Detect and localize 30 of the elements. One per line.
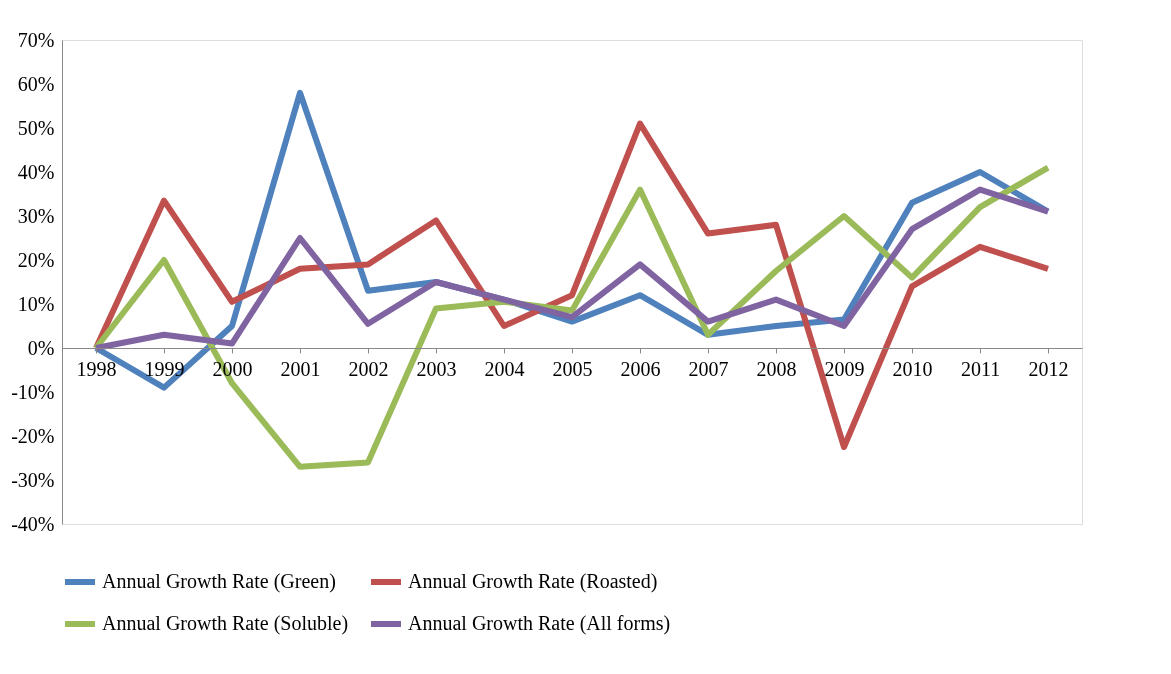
y-tick-label: 40% <box>17 160 55 183</box>
x-tick-label: 1998 <box>76 357 117 380</box>
legend-label: Annual Growth Rate (Soluble) <box>102 612 349 635</box>
x-tick-label: 1999 <box>144 357 185 380</box>
x-tick-label: 2005 <box>552 357 593 380</box>
x-tick-label: 2011 <box>960 357 1001 380</box>
y-tick-label: 0% <box>27 336 55 359</box>
y-tick-label: 30% <box>17 204 55 227</box>
y-tick-label: 60% <box>17 72 55 95</box>
y-tick-label: -30% <box>11 468 55 491</box>
x-tick-label: 2006 <box>620 357 661 380</box>
x-tick-label: 2008 <box>756 357 797 380</box>
x-tick-label: 2002 <box>348 357 389 380</box>
y-tick-label: 50% <box>17 116 55 139</box>
x-tick-label: 2001 <box>280 357 321 380</box>
x-tick-label: 2007 <box>688 357 729 380</box>
legend-label: Annual Growth Rate (All forms) <box>408 612 671 635</box>
x-tick-label: 2003 <box>416 357 457 380</box>
legend-label: Annual Growth Rate (Roasted) <box>408 570 658 593</box>
y-tick-label: 10% <box>17 292 55 315</box>
legend-label: Annual Growth Rate (Green) <box>102 570 336 593</box>
x-tick-label: 2012 <box>1028 357 1069 380</box>
y-tick-label: 20% <box>17 248 55 271</box>
x-tick-label: 2010 <box>892 357 933 380</box>
x-tick-label: 2009 <box>824 357 865 380</box>
y-tick-label: -10% <box>11 380 55 403</box>
y-tick-label: 70% <box>17 28 55 51</box>
y-tick-label: -20% <box>11 424 55 447</box>
y-tick-label: -40% <box>11 512 55 535</box>
x-tick-label: 2004 <box>484 357 525 380</box>
